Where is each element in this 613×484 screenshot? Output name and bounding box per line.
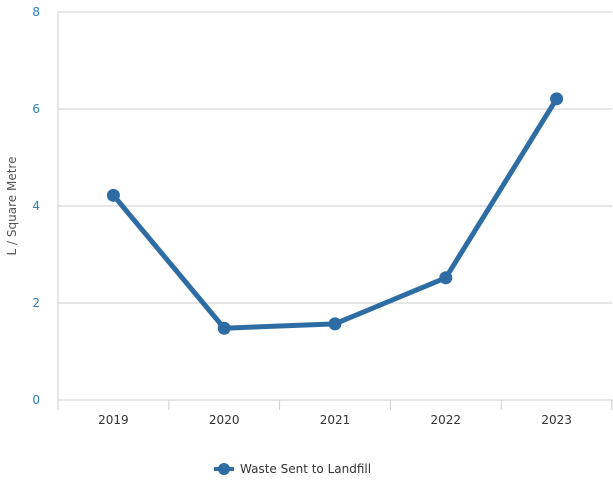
data-point[interactable] (106, 188, 120, 202)
data-points (106, 92, 564, 335)
x-tick-label: 2022 (431, 413, 462, 427)
y-tick-label: 0 (32, 393, 40, 407)
series-line[interactable] (110, 96, 560, 331)
y-tick-label: 4 (32, 199, 40, 213)
data-point[interactable] (328, 317, 342, 331)
x-tick-label: 2019 (98, 413, 129, 427)
y-axis-title: L / Square Metre (5, 157, 19, 256)
y-tick-label: 6 (32, 102, 40, 116)
x-tick-label: 2021 (320, 413, 351, 427)
data-point[interactable] (550, 92, 564, 106)
x-tick-label: 2023 (541, 413, 572, 427)
y-axis-ticks: 0 2 4 6 8 (32, 5, 40, 407)
grid-lines (58, 11, 612, 304)
y-tick-label: 8 (32, 5, 40, 19)
axes (57, 12, 612, 401)
y-tick-label: 2 (32, 296, 40, 310)
series-lines (110, 96, 560, 331)
legend-item-label: Waste Sent to Landfill (240, 462, 371, 476)
x-axis-ticks: 2019 2020 2021 2022 2023 (57, 400, 613, 427)
data-point[interactable] (439, 271, 453, 285)
legend-marker (218, 463, 230, 475)
legend[interactable]: Waste Sent to Landfill (214, 462, 371, 476)
data-point[interactable] (217, 321, 231, 335)
x-tick-label: 2020 (209, 413, 240, 427)
